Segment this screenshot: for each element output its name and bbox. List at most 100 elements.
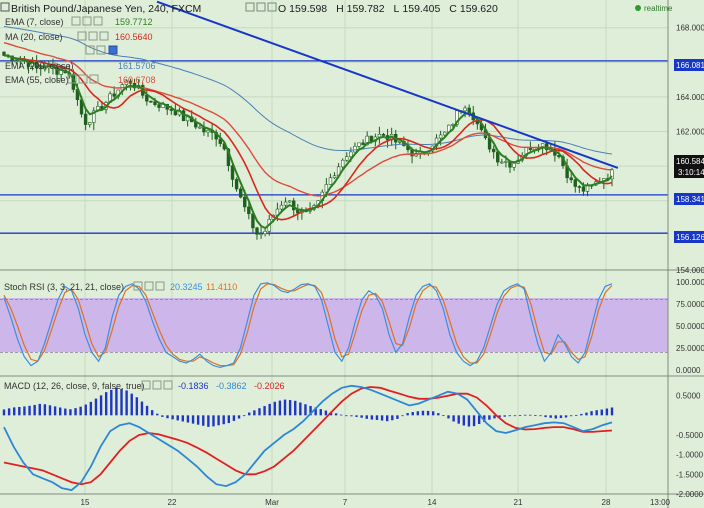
hist-bar-117 [600, 409, 603, 416]
hist-bar-112 [575, 414, 578, 416]
hist-bar-63 [324, 410, 328, 416]
candle-body-13 [55, 66, 59, 75]
hist-bar-102 [523, 414, 527, 416]
hist-bar-47 [242, 415, 246, 417]
hist-bar-78 [401, 415, 404, 417]
rsi-tick-4: 0.0000 [676, 366, 701, 375]
price-tick-6: 154.000 [676, 266, 704, 275]
hist-bar-89 [457, 415, 460, 424]
legend-visibility-controls[interactable] [85, 45, 118, 55]
hist-bar-5 [28, 405, 31, 416]
hist-bar-65 [334, 413, 338, 416]
candle-body-27 [112, 93, 116, 97]
price-tick-3: 162.000 [676, 128, 704, 137]
macd-controls[interactable] [141, 380, 173, 390]
hist-bar-37 [191, 415, 195, 424]
time-tick-1: 22 [168, 498, 177, 507]
macd-hist-value: -0.2026 [254, 381, 285, 391]
hist-bar-41 [212, 415, 215, 427]
hist-bar-106 [544, 415, 547, 418]
hist-bar-100 [513, 415, 517, 417]
candle-body-107 [438, 134, 443, 139]
hist-bar-75 [385, 415, 389, 422]
legend-ema55-label: EMA (55, close) [5, 75, 69, 85]
candle-body-64 [263, 230, 267, 235]
collapse-icon[interactable] [0, 2, 10, 12]
badge-level-mid: 158.341 [674, 193, 704, 205]
price-panel [0, 0, 668, 270]
hist-bar-71 [365, 415, 368, 419]
svg-text:166.081: 166.081 [676, 61, 704, 70]
rsi-legend: Stoch RSI (3, 3, 21, 21, close) 20.3245 … [4, 281, 237, 292]
candle-body-10 [43, 67, 47, 70]
hist-bar-32 [166, 415, 169, 419]
hist-bar-13 [69, 409, 72, 416]
rsi-controls[interactable] [133, 281, 165, 291]
hist-bar-53 [273, 401, 276, 416]
candle-body-60 [247, 206, 251, 215]
hist-bar-90 [462, 415, 466, 426]
hist-bar-57 [294, 400, 297, 416]
macd-main-line [3, 384, 613, 492]
hist-bar-110 [564, 415, 568, 418]
hist-bar-0 [2, 409, 6, 416]
time-tick-7: 13:00 [650, 498, 671, 507]
hist-bar-19 [99, 395, 103, 416]
hist-bar-51 [263, 406, 266, 416]
candle-body-36 [149, 100, 153, 103]
hist-bar-45 [232, 415, 236, 421]
candle-body-85 [349, 151, 353, 157]
hist-bar-9 [48, 405, 52, 416]
hist-bar-8 [43, 404, 47, 416]
legend-ma20-label: MA (20, close) [5, 32, 63, 42]
legend-ema7-controls[interactable] [71, 16, 103, 26]
hist-bar-10 [53, 406, 57, 416]
macd-signal-line [3, 386, 613, 486]
hist-bar-92 [472, 415, 476, 427]
candle-body-31 [128, 80, 133, 84]
trendline [156, 0, 619, 169]
hist-bar-43 [222, 415, 225, 425]
hist-bar-81 [416, 411, 420, 416]
candle-body-87 [357, 142, 361, 147]
trendline-main [156, 0, 619, 169]
hist-bar-68 [350, 415, 353, 417]
hist-bar-108 [554, 415, 557, 419]
hist-bar-14 [74, 408, 77, 416]
hist-bar-56 [288, 400, 292, 416]
header-controls[interactable] [245, 2, 277, 12]
hist-bar-25 [130, 393, 133, 416]
stoch-rsi-lines [0, 282, 668, 369]
hist-bar-11 [59, 407, 62, 416]
legend-ema55-controls[interactable] [67, 74, 99, 84]
legend-ma20-controls[interactable] [77, 31, 109, 41]
time-tick-2: Mar [265, 498, 279, 507]
candle-body-114 [467, 107, 471, 114]
hist-bar-93 [477, 415, 481, 424]
candle-body-57 [234, 179, 239, 190]
hist-bar-28 [145, 405, 149, 416]
ma20-line [3, 54, 613, 221]
hist-bar-74 [380, 415, 384, 421]
candle-body-84 [345, 156, 349, 161]
candle-body-110 [451, 124, 455, 126]
candle-body-120 [491, 148, 496, 153]
hist-bar-83 [426, 410, 430, 416]
macd-value: -0.1836 [178, 381, 209, 391]
rsi-tick-2: 50.0000 [676, 322, 704, 331]
candle-body-80 [328, 177, 333, 185]
hist-bar-16 [84, 404, 87, 416]
hist-bar-109 [559, 415, 563, 419]
hist-bar-73 [375, 415, 379, 420]
candle-body-139 [569, 177, 573, 181]
hist-bar-79 [406, 413, 409, 416]
legend-ema200-value: 161.5706 [118, 61, 156, 71]
time-tick-4: 14 [428, 498, 437, 507]
macd-tick-4: -2.0000 [676, 490, 704, 499]
moving-averages [3, 26, 613, 230]
hist-bar-61 [314, 407, 317, 416]
hist-bar-50 [258, 408, 261, 416]
settings-icon [256, 2, 266, 12]
rsi-tick-0: 100.0000 [676, 278, 704, 287]
candle-body-45 [185, 116, 190, 122]
